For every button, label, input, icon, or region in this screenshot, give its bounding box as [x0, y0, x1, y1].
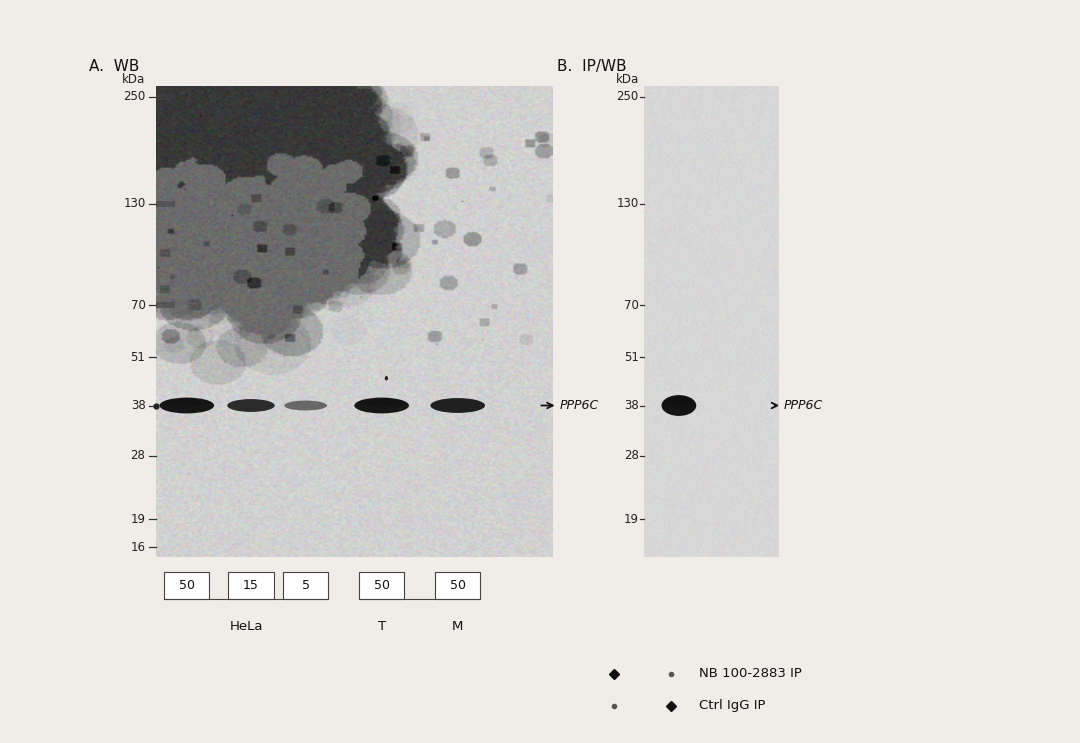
Text: HeLa: HeLa: [229, 620, 264, 633]
Text: 70: 70: [131, 299, 146, 312]
Bar: [644, 87, 779, 557]
Bar: [156, 201, 175, 207]
Bar: [229, 572, 273, 600]
Ellipse shape: [354, 398, 409, 413]
Ellipse shape: [163, 399, 211, 406]
Text: M: M: [453, 620, 463, 633]
Text: 51: 51: [624, 351, 638, 364]
Text: 51: 51: [131, 351, 146, 364]
Text: 50: 50: [449, 580, 465, 592]
Bar: [283, 572, 328, 600]
Bar: [359, 572, 404, 600]
Bar: [156, 87, 553, 557]
Text: Ctrl IgG IP: Ctrl IgG IP: [699, 699, 766, 713]
Bar: [156, 302, 175, 308]
Ellipse shape: [227, 399, 274, 412]
Bar: [156, 94, 175, 100]
Text: 50: 50: [179, 580, 194, 592]
Text: 38: 38: [131, 399, 146, 412]
Text: 250: 250: [617, 90, 638, 103]
Text: 130: 130: [123, 198, 146, 210]
Ellipse shape: [384, 376, 388, 380]
Ellipse shape: [284, 400, 327, 410]
Text: 28: 28: [131, 449, 146, 462]
Ellipse shape: [357, 399, 405, 406]
Text: PPP6C: PPP6C: [559, 399, 599, 412]
Bar: [164, 572, 210, 600]
Text: NB 100-2883 IP: NB 100-2883 IP: [699, 667, 802, 680]
Text: 28: 28: [624, 449, 638, 462]
Text: 130: 130: [617, 198, 638, 210]
Ellipse shape: [664, 397, 693, 406]
Ellipse shape: [160, 398, 214, 413]
Text: 250: 250: [123, 90, 146, 103]
Text: B.  IP/WB: B. IP/WB: [557, 59, 626, 74]
Ellipse shape: [431, 398, 485, 413]
Text: 5: 5: [301, 580, 310, 592]
Text: kDa: kDa: [616, 73, 638, 85]
Text: T: T: [378, 620, 386, 633]
Text: 19: 19: [623, 513, 638, 525]
Text: PPP6C: PPP6C: [783, 399, 823, 412]
Text: kDa: kDa: [122, 73, 146, 85]
Text: 19: 19: [131, 513, 146, 525]
Text: 15: 15: [243, 580, 259, 592]
Text: 16: 16: [131, 541, 146, 554]
Text: 38: 38: [624, 399, 638, 412]
Text: 70: 70: [624, 299, 638, 312]
Text: A.  WB: A. WB: [90, 59, 139, 74]
Bar: [435, 572, 481, 600]
Text: 50: 50: [374, 580, 390, 592]
Ellipse shape: [662, 395, 697, 416]
